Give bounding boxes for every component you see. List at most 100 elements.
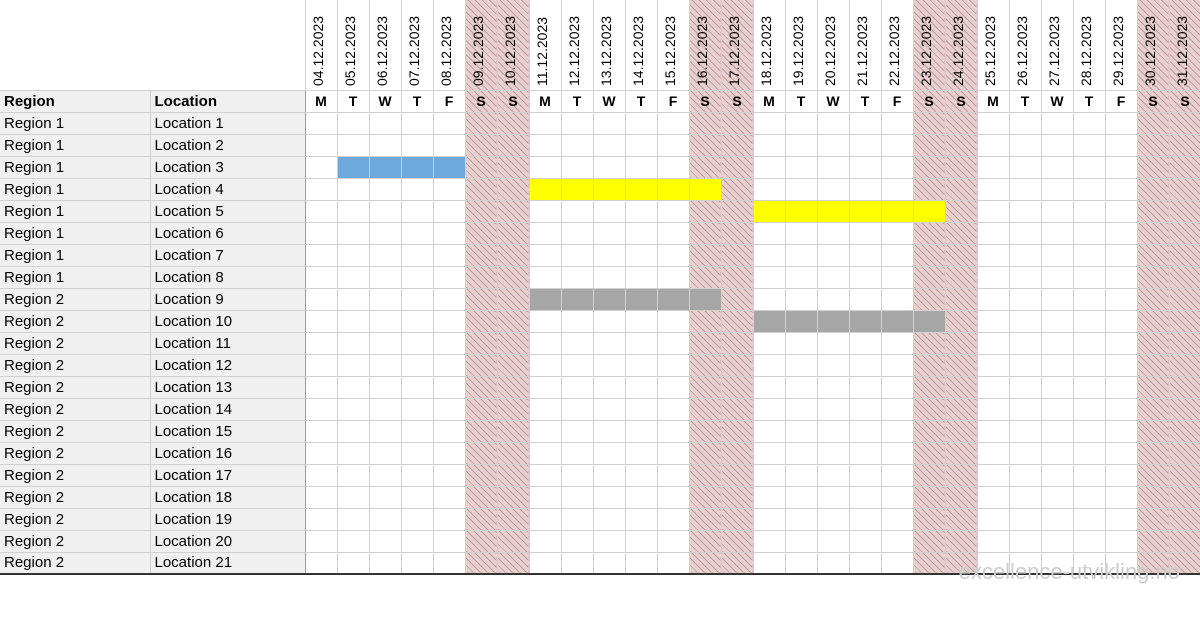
gantt-cell[interactable]: [881, 442, 913, 464]
gantt-cell[interactable]: [529, 354, 561, 376]
gantt-cell[interactable]: [1137, 200, 1169, 222]
gantt-cell[interactable]: [1105, 508, 1137, 530]
gantt-cell[interactable]: [881, 244, 913, 266]
gantt-cell[interactable]: [305, 266, 337, 288]
gantt-cell[interactable]: [849, 200, 881, 222]
gantt-cell[interactable]: [785, 288, 817, 310]
gantt-cell[interactable]: [305, 178, 337, 200]
gantt-cell[interactable]: [785, 244, 817, 266]
gantt-cell[interactable]: [305, 222, 337, 244]
gantt-cell[interactable]: [657, 112, 689, 134]
gantt-cell[interactable]: [657, 486, 689, 508]
gantt-cell[interactable]: [721, 486, 753, 508]
gantt-cell[interactable]: [849, 464, 881, 486]
gantt-cell[interactable]: [689, 266, 721, 288]
gantt-cell[interactable]: [561, 244, 593, 266]
gantt-cell[interactable]: [753, 398, 785, 420]
gantt-cell[interactable]: [1041, 310, 1073, 332]
gantt-cell[interactable]: [1073, 112, 1105, 134]
gantt-cell[interactable]: [849, 354, 881, 376]
gantt-cell[interactable]: [1169, 442, 1200, 464]
gantt-cell[interactable]: [1169, 420, 1200, 442]
gantt-cell[interactable]: [625, 134, 657, 156]
gantt-cell[interactable]: [1009, 288, 1041, 310]
gantt-cell[interactable]: [305, 530, 337, 552]
gantt-cell[interactable]: [1137, 288, 1169, 310]
gantt-cell[interactable]: [497, 156, 529, 178]
gantt-cell[interactable]: [1073, 464, 1105, 486]
gantt-cell[interactable]: [689, 200, 721, 222]
gantt-cell[interactable]: [945, 134, 977, 156]
gantt-cell[interactable]: [1073, 222, 1105, 244]
gantt-cell[interactable]: [497, 222, 529, 244]
gantt-cell[interactable]: [305, 398, 337, 420]
gantt-cell[interactable]: [1073, 266, 1105, 288]
gantt-cell[interactable]: [465, 508, 497, 530]
gantt-cell[interactable]: [689, 156, 721, 178]
gantt-cell[interactable]: [561, 266, 593, 288]
gantt-cell[interactable]: [945, 530, 977, 552]
gantt-cell[interactable]: [785, 442, 817, 464]
gantt-cell[interactable]: [1169, 464, 1200, 486]
gantt-cell[interactable]: [593, 112, 625, 134]
gantt-cell[interactable]: [401, 156, 433, 178]
gantt-cell[interactable]: [849, 332, 881, 354]
gantt-cell[interactable]: [945, 442, 977, 464]
gantt-cell[interactable]: [369, 420, 401, 442]
gantt-cell[interactable]: [305, 442, 337, 464]
gantt-cell[interactable]: [433, 530, 465, 552]
gantt-cell[interactable]: [945, 552, 977, 574]
gantt-cell[interactable]: [305, 354, 337, 376]
gantt-cell[interactable]: [465, 266, 497, 288]
gantt-cell[interactable]: [369, 508, 401, 530]
gantt-cell[interactable]: [881, 288, 913, 310]
gantt-cell[interactable]: [1009, 200, 1041, 222]
gantt-cell[interactable]: [625, 112, 657, 134]
gantt-cell[interactable]: [401, 420, 433, 442]
gantt-cell[interactable]: [1137, 552, 1169, 574]
gantt-cell[interactable]: [977, 332, 1009, 354]
gantt-cell[interactable]: [337, 156, 369, 178]
gantt-cell[interactable]: [689, 508, 721, 530]
gantt-cell[interactable]: [817, 288, 849, 310]
gantt-cell[interactable]: [1041, 486, 1073, 508]
gantt-cell[interactable]: [497, 486, 529, 508]
gantt-cell[interactable]: [657, 376, 689, 398]
gantt-cell[interactable]: [817, 464, 849, 486]
gantt-cell[interactable]: [721, 156, 753, 178]
gantt-cell[interactable]: [401, 354, 433, 376]
gantt-cell[interactable]: [785, 464, 817, 486]
gantt-cell[interactable]: [1073, 134, 1105, 156]
gantt-cell[interactable]: [433, 178, 465, 200]
gantt-cell[interactable]: [337, 530, 369, 552]
gantt-cell[interactable]: [465, 222, 497, 244]
gantt-cell[interactable]: [753, 420, 785, 442]
gantt-cell[interactable]: [1169, 266, 1200, 288]
gantt-cell[interactable]: [1105, 310, 1137, 332]
gantt-cell[interactable]: [1041, 420, 1073, 442]
gantt-cell[interactable]: [401, 398, 433, 420]
gantt-cell[interactable]: [1137, 222, 1169, 244]
gantt-cell[interactable]: [497, 530, 529, 552]
gantt-cell[interactable]: [465, 178, 497, 200]
gantt-cell[interactable]: [305, 134, 337, 156]
gantt-cell[interactable]: [593, 200, 625, 222]
gantt-cell[interactable]: [1137, 398, 1169, 420]
gantt-cell[interactable]: [369, 552, 401, 574]
gantt-cell[interactable]: [561, 288, 593, 310]
gantt-cell[interactable]: [1169, 310, 1200, 332]
gantt-cell[interactable]: [337, 420, 369, 442]
gantt-cell[interactable]: [1137, 530, 1169, 552]
gantt-cell[interactable]: [369, 200, 401, 222]
gantt-cell[interactable]: [1169, 552, 1200, 574]
gantt-cell[interactable]: [1137, 332, 1169, 354]
gantt-cell[interactable]: [401, 112, 433, 134]
gantt-cell[interactable]: [305, 508, 337, 530]
gantt-cell[interactable]: [849, 420, 881, 442]
gantt-cell[interactable]: [305, 310, 337, 332]
gantt-cell[interactable]: [657, 266, 689, 288]
gantt-cell[interactable]: [849, 266, 881, 288]
gantt-cell[interactable]: [433, 156, 465, 178]
gantt-cell[interactable]: [625, 552, 657, 574]
gantt-cell[interactable]: [881, 376, 913, 398]
